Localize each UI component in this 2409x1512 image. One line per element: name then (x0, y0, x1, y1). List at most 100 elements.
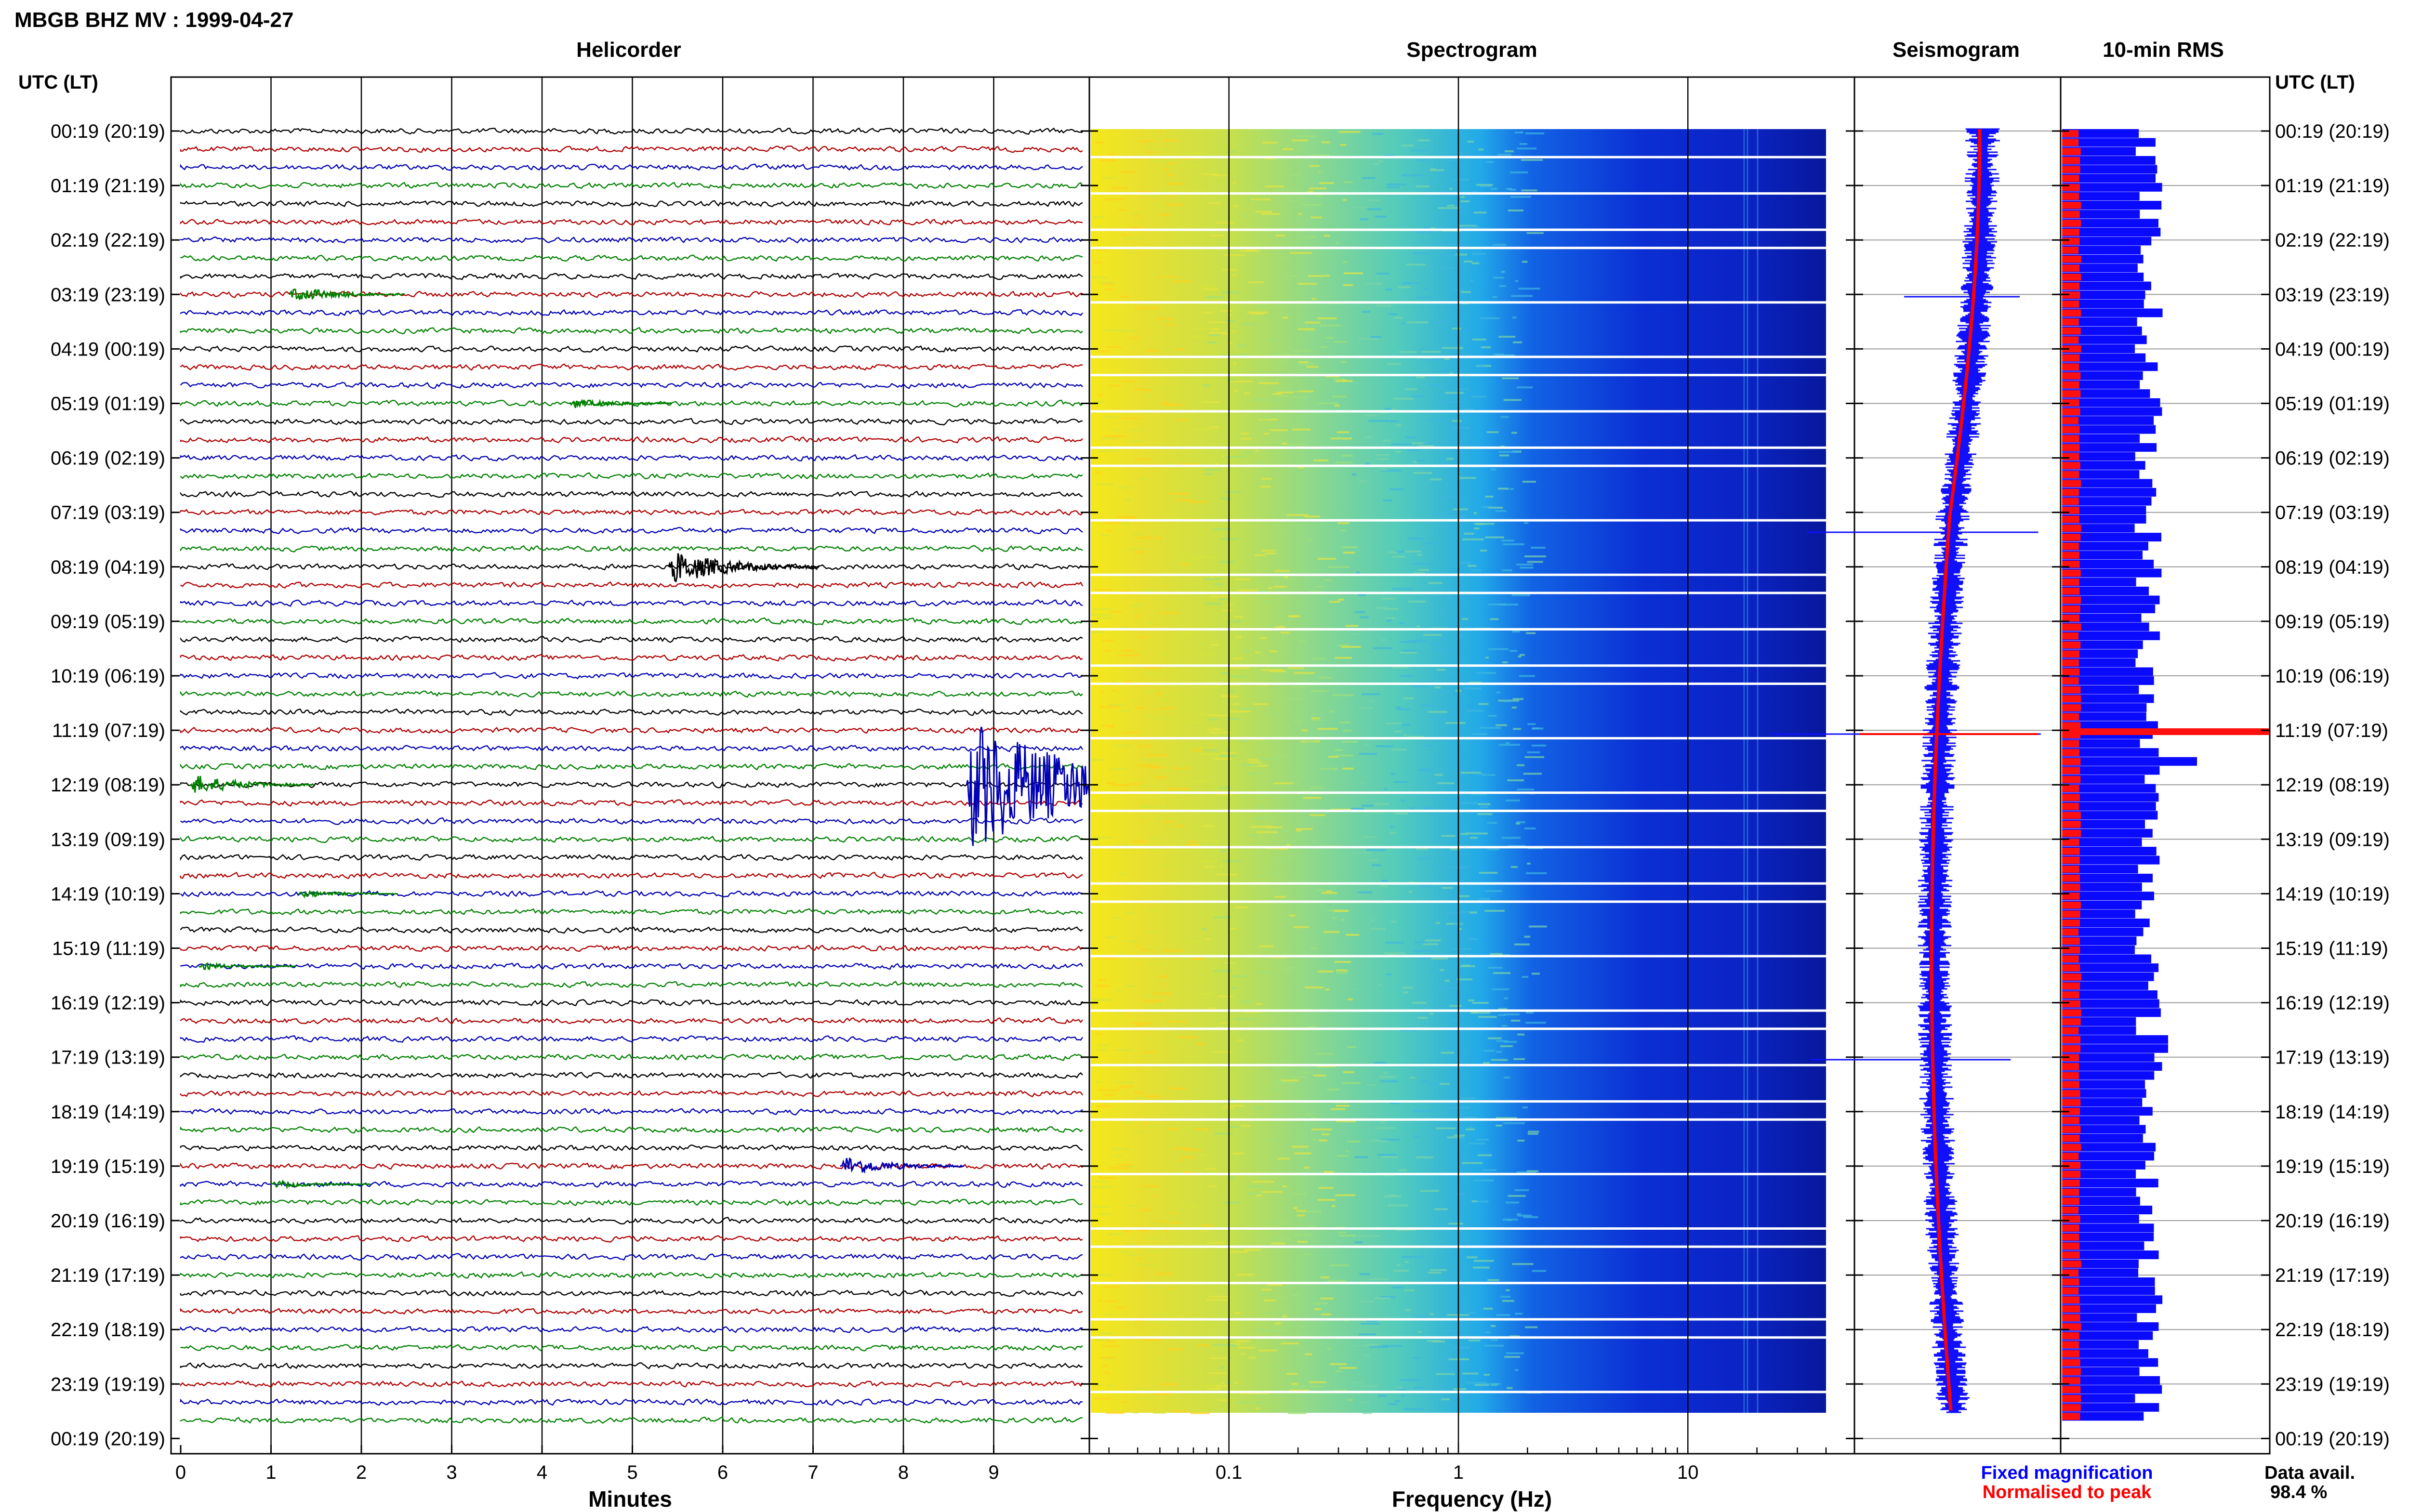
time-axis-ticks (171, 130, 2270, 1439)
spectrogram-speckle (1458, 635, 1464, 638)
spectrogram-speckle (1292, 350, 1314, 352)
spectrogram-speckle (1149, 794, 1153, 797)
spectrogram-speckle (1234, 578, 1251, 580)
spectrogram-speckle (1446, 1357, 1450, 1360)
rms-bar (2062, 129, 2139, 138)
spectrogram-speckle (1255, 1407, 1260, 1410)
spectrogram-speckle (1113, 844, 1133, 847)
rms-bar (2062, 757, 2197, 766)
helicorder-trace (180, 835, 1083, 843)
spectrogram-speckle (1173, 552, 1192, 555)
spectrogram-speckle (1159, 1263, 1163, 1265)
spectrogram-speckle (1268, 339, 1275, 341)
spectrogram-speckle (1452, 178, 1469, 181)
rms-normalised-bar (2062, 1242, 2080, 1250)
spectrogram-speckle (1363, 811, 1384, 814)
rms-normalised-bar (2062, 1161, 2081, 1169)
spectrogram-speckle (1292, 1076, 1308, 1078)
spectrogram-speckle (1485, 536, 1504, 539)
spectrogram-speckle (1478, 898, 1490, 900)
spectrogram-speckle (1221, 291, 1240, 294)
rms-bar (2062, 299, 2144, 308)
spectrogram-speckle (1132, 213, 1141, 215)
spectrogram-speckle (1410, 807, 1414, 809)
spectrogram-speckle (1407, 449, 1421, 451)
spectrogram-speckle (1146, 1007, 1160, 1009)
data-availability-label: Data avail. (2264, 1463, 2355, 1483)
spectrogram-speckle (1418, 1331, 1422, 1333)
spectrogram-speckle (1401, 174, 1423, 177)
spectrogram-speckle (1498, 1014, 1506, 1016)
rms-normalised-bar (2062, 641, 2081, 649)
rms-normalised-bar (2062, 579, 2079, 586)
spectrogram-speckle (1367, 1084, 1376, 1086)
rms-normalised-bar (2062, 1296, 2080, 1303)
spectrogram-speckle (1502, 377, 1519, 380)
rms-normalised-bar (2062, 1386, 2081, 1394)
spectrogram-speckle (1164, 324, 1175, 326)
rms-bar (2062, 514, 2146, 524)
spectrogram-speckle (1471, 793, 1487, 796)
spectrogram-speckle (1247, 311, 1269, 314)
spectrogram-speckle (1504, 1013, 1520, 1015)
spectrogram-speckle (1221, 672, 1230, 674)
time-label-left: 23:19 (19:19) (51, 1374, 165, 1395)
spectrogram-speckle (1163, 169, 1169, 171)
spectrogram-speckle (1386, 973, 1391, 975)
spectrogram-speckle (1424, 808, 1433, 810)
rms-bar (2062, 900, 2142, 909)
spectrogram-speckle (1099, 1177, 1117, 1179)
spectrogram-speckle (1317, 402, 1338, 405)
helicorder-trace (180, 1416, 1083, 1424)
spectrogram-speckle (1417, 1017, 1428, 1019)
data-availability-value: 98.4 % (2270, 1482, 2327, 1502)
spectrogram-speckle (1459, 477, 1476, 479)
spectrogram-speckle (1330, 437, 1352, 440)
spectrogram-speckle (1377, 606, 1386, 609)
spectrogram-speckle (1425, 939, 1441, 942)
rms-bar (2062, 1232, 2154, 1241)
spectrogram-speckle (1509, 488, 1514, 490)
rms-bar (2062, 1107, 2153, 1116)
helicorder-trace (180, 327, 1083, 334)
spectrogram-speckle (1240, 1000, 1251, 1003)
rms-normalised-bar (2062, 453, 2079, 460)
spectrogram-speckle (1316, 585, 1324, 588)
spectrogram-speckle (1109, 726, 1115, 729)
spectrogram-speckle (1346, 933, 1359, 936)
spectrogram-speckle (1173, 686, 1184, 688)
spectrogram-speckle (1304, 1353, 1312, 1355)
helicorder-event (668, 553, 820, 583)
spectrogram-speckle (1363, 1354, 1371, 1356)
spectrogram-speckle (1391, 443, 1412, 446)
spectrogram-speckle (1208, 1295, 1230, 1298)
spectrogram-speckle (1275, 756, 1288, 758)
rms-normalised-bar (2062, 1153, 2079, 1160)
rms-bar (2062, 1349, 2148, 1358)
rms-bar (2062, 407, 2162, 416)
spectrogram-speckle (1096, 1274, 1112, 1276)
spectrogram-speckle (1256, 1003, 1263, 1005)
spectrogram-speckle (1180, 413, 1195, 415)
rms-normalised-bar (2062, 498, 2079, 505)
spectrogram-speckle (1399, 351, 1417, 353)
spectrogram-speckle (1111, 917, 1122, 919)
spectrogram-speckle (1187, 1060, 1191, 1062)
time-label-left: 16:19 (12:19) (51, 993, 165, 1014)
spectrogram-speckle (1316, 889, 1324, 892)
spectrogram-speckle (1229, 1126, 1240, 1128)
spectrogram-speckle (1416, 1156, 1434, 1158)
spectrogram-speckle (1395, 424, 1402, 426)
spectrogram-speckle (1119, 790, 1129, 793)
spectrogram-speckle (1099, 281, 1116, 284)
spectrogram-x-tick-label: 1 (1453, 1462, 1464, 1483)
spectrogram-speckle (1478, 803, 1491, 805)
spectrogram-speckle (1460, 772, 1482, 774)
rms-normalised-bar (2062, 1332, 2079, 1340)
spectrogram-speckle (1358, 891, 1373, 894)
spectrogram-speckle (1522, 481, 1536, 483)
spectrogram-speckle (1500, 416, 1509, 418)
rms-bar (2062, 317, 2137, 327)
helicorder-xlabel: Minutes (588, 1486, 672, 1512)
